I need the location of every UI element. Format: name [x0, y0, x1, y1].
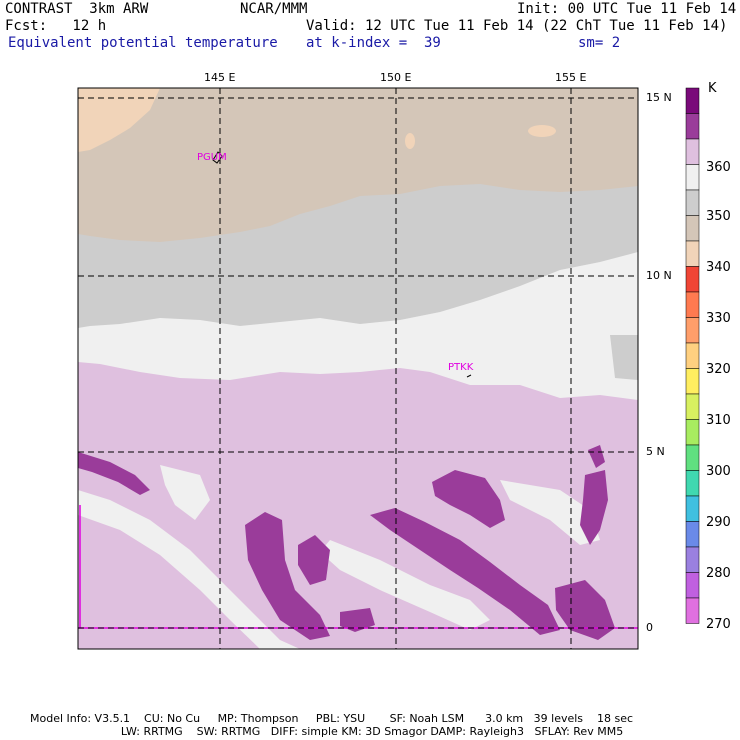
- blob-purple-3: [370, 508, 560, 635]
- colorbar-swatch: [685, 138, 700, 165]
- colorbar-label: 320: [706, 362, 731, 377]
- colorbar-label: 340: [706, 260, 731, 275]
- lat-label-5n: 5 N: [646, 445, 665, 458]
- colorbar-swatch: [685, 87, 700, 114]
- colorbar-swatch: [685, 266, 700, 293]
- colorbar-swatch: [685, 291, 700, 318]
- colorbar-swatch: [685, 240, 700, 267]
- band-340-ne: [528, 125, 556, 137]
- lat-lon-grid: [78, 88, 638, 649]
- colorbar-unit: K: [708, 81, 717, 96]
- colorbar-swatch: [685, 368, 700, 395]
- colorbar-label: 360: [706, 160, 731, 175]
- colorbar-label: 300: [706, 464, 731, 479]
- colorbar-swatch: [685, 419, 700, 446]
- band-340-nw: [78, 88, 160, 152]
- colorbar-swatch: [685, 189, 700, 216]
- colorbar-swatch: [685, 164, 700, 191]
- valid-time: Valid: 12 UTC Tue 11 Feb 14 (22 ChT Tue …: [306, 18, 728, 34]
- band-355-east: [610, 335, 638, 380]
- blob-purple-1: [245, 512, 330, 640]
- colorbar-swatch: [685, 546, 700, 573]
- blob-purple-7: [340, 608, 375, 632]
- blob-purple-2: [298, 535, 330, 585]
- blob-purple-8: [588, 445, 605, 468]
- colorbar-label: 280: [706, 566, 731, 581]
- band-350-south1: [78, 490, 300, 649]
- organization: NCAR/MMM: [240, 1, 308, 17]
- band-350-south2: [160, 465, 210, 520]
- band-340-c: [405, 133, 415, 149]
- lon-label-155: 155 E: [555, 71, 587, 84]
- lat-label-10n: 10 N: [646, 269, 672, 282]
- forecast-hour: Fcst: 12 h: [5, 18, 107, 34]
- smoothing: sm= 2: [578, 35, 621, 51]
- band-350-south3: [320, 540, 490, 630]
- model-level: at k-index = 39: [306, 35, 441, 51]
- band-350-south4: [500, 480, 600, 545]
- blob-purple-5: [580, 470, 608, 545]
- colorbar-label: 330: [706, 311, 731, 326]
- colorbar-swatch: [685, 470, 700, 497]
- lat-label-15n: 15 N: [646, 91, 672, 104]
- colorbar-label: 290: [706, 515, 731, 530]
- colorbar-swatch: [685, 317, 700, 344]
- lon-label-145: 145 E: [204, 71, 236, 84]
- colorbar-swatch: [685, 113, 700, 140]
- map-frame: [77, 87, 639, 650]
- colorbar-swatch: [685, 521, 700, 548]
- blob-purple-4: [432, 470, 505, 528]
- colorbar-label: 270: [706, 617, 731, 632]
- colorbar: [685, 87, 700, 624]
- lon-label-150: 150 E: [380, 71, 412, 84]
- model-info-line1: Model Info: V3.5.1 CU: No Cu MP: Thompso…: [30, 712, 634, 725]
- chuuk-coast: [466, 374, 472, 378]
- colorbar-swatch: [685, 597, 700, 624]
- colorbar-swatch: [685, 342, 700, 369]
- band-345: [78, 88, 638, 242]
- colorbar-swatch: [685, 495, 700, 522]
- colorbar-swatch: [685, 215, 700, 242]
- model-info-line2: LW: RRTMG SW: RRTMG DIFF: simple KM: 3D …: [30, 725, 624, 738]
- model-name: CONTRAST 3km ARW: [5, 1, 149, 17]
- colorbar-label: 350: [706, 209, 731, 224]
- colorbar-swatch: [685, 444, 700, 471]
- colorbar-swatch: [685, 572, 700, 599]
- blob-purple-w: [78, 452, 150, 495]
- lat-label-0: 0: [646, 621, 653, 634]
- init-time: Init: 00 UTC Tue 11 Feb 14: [517, 1, 737, 17]
- station-pgum: PGUM: [197, 152, 227, 163]
- blob-purple-6: [555, 580, 615, 640]
- guam-coast: [212, 151, 223, 164]
- colorbar-label: 310: [706, 413, 731, 428]
- colorbar-swatch: [685, 393, 700, 420]
- field-title: Equivalent potential temperature: [8, 35, 278, 51]
- station-ptkk: PTKK: [448, 362, 474, 373]
